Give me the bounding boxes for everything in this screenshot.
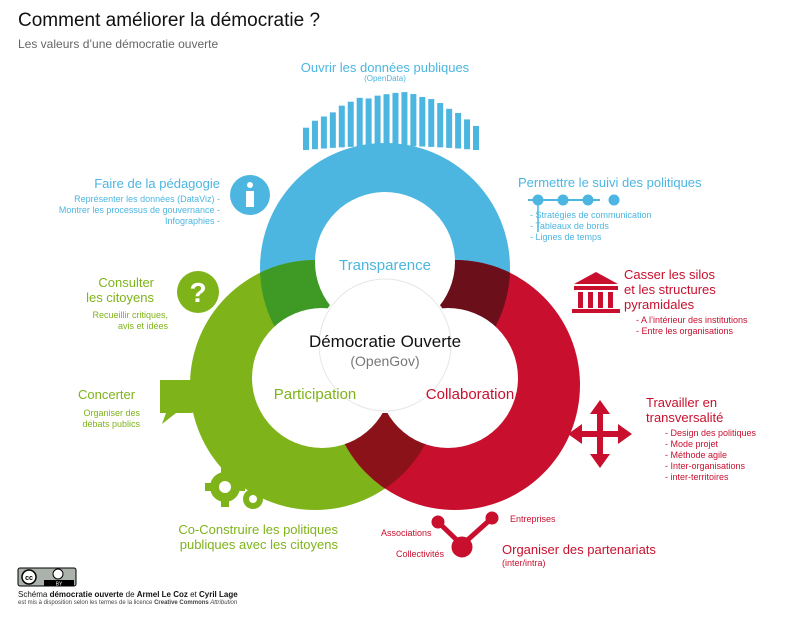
partenariats-title: Organiser des partenariats — [502, 542, 656, 557]
opendata-title: Ouvrir les données publiques — [300, 60, 470, 75]
opendata-bar — [428, 99, 435, 147]
page-title: Comment améliorer la démocratie ? — [18, 10, 321, 31]
timeline-icon — [528, 194, 620, 232]
associations-label: Associations — [381, 528, 432, 538]
question-icon: ? — [177, 271, 219, 313]
opendata-bar — [303, 127, 309, 151]
pedagogie-item: Montrer les processus de gouvernance - — [58, 205, 220, 215]
opendata-bar — [365, 98, 372, 147]
opendata-bar — [437, 103, 444, 148]
pedagogie-title: Faire de la pédagogie — [94, 176, 220, 191]
opendata-bar — [392, 92, 399, 147]
cc-license-icon: cc BY — [17, 567, 77, 588]
transversalite-item: - inter-territoires — [665, 472, 729, 482]
concerter-list: Organiser des débats publics — [40, 408, 140, 430]
center-circle — [318, 278, 452, 412]
credits: Schéma démocratie ouverte de Armel Le Co… — [18, 590, 238, 599]
opendata-bar — [446, 108, 453, 148]
transversalite-item: - Mode projet — [665, 439, 719, 449]
license-text: est mis à disposition selon les termes d… — [18, 600, 238, 606]
concerter-item: Organiser des — [83, 408, 140, 418]
opendata-bar — [464, 119, 471, 150]
page-subtitle: Les valeurs d’une démocratie ouverte — [18, 37, 219, 51]
opendata-bar — [338, 105, 345, 148]
opendata-bar — [320, 116, 327, 149]
transversalite-item: - Inter-organisations — [665, 461, 746, 471]
suivi-title: Permettre le suivi des politiques — [518, 175, 702, 190]
entreprises-label: Entreprises — [510, 514, 556, 524]
suivi-item: - Stratégies de communication — [530, 210, 652, 220]
opendata-bar — [410, 94, 417, 147]
collaboration-label: Collaboration — [425, 386, 515, 403]
pedagogie-item: Infographies - — [164, 216, 220, 226]
suivi-item: - Lignes de temps — [530, 232, 602, 242]
opendata-bar — [455, 112, 462, 149]
silos-title: Casser les silos et les structures pyram… — [624, 267, 716, 312]
cross-arrows-icon — [568, 400, 632, 468]
transparence-label: Transparence — [339, 257, 431, 274]
transversalite-list: - Design des politiques - Mode projet - … — [665, 428, 795, 483]
gears-icon — [205, 467, 263, 509]
suivi-item: - Tableaux de bords — [530, 221, 609, 231]
info-icon — [230, 175, 270, 215]
center-subtitle: (OpenGov) — [350, 353, 420, 369]
opendata-bar — [329, 112, 336, 148]
opendata-bar — [374, 95, 381, 147]
opendata-bar — [401, 92, 408, 147]
opendata-bar — [347, 101, 354, 147]
svg-text:BY: BY — [56, 582, 63, 588]
institution-icon — [572, 272, 620, 313]
silos-item: - A l’intérieur des institutions — [636, 315, 748, 325]
concerter-title: Concerter — [78, 387, 136, 402]
consulter-item: Recueillir critiques, — [92, 310, 168, 320]
consulter-title: Consulter les citoyens — [86, 275, 154, 305]
opendata-bar — [383, 94, 390, 147]
svg-text:cc: cc — [25, 575, 33, 582]
consulter-list: Recueillir critiques, avis et idées — [30, 310, 168, 332]
opendata-subtitle: (OpenData) — [364, 74, 406, 83]
consulter-item: avis et idées — [117, 321, 168, 331]
silos-list: - A l’intérieur des institutions - Entre… — [636, 315, 796, 337]
silos-item: - Entre les organisations — [636, 326, 734, 336]
pedagogie-list: Représenter les données (DataViz) - Mont… — [20, 194, 220, 227]
network-icon — [431, 511, 499, 558]
participation-label: Participation — [273, 386, 357, 403]
opendata-bar — [419, 96, 426, 147]
opendata-bar — [473, 125, 479, 151]
collectivites-label: Collectivités — [396, 549, 445, 559]
transversalite-title: Travailler en transversalité — [646, 395, 724, 425]
svg-text:?: ? — [189, 277, 206, 308]
transversalite-item: - Méthode agile — [665, 450, 728, 460]
transversalite-item: - Design des politiques — [665, 428, 757, 438]
coconstruire-title: Co-Construire les politiques publiques a… — [178, 522, 338, 552]
partenariats-subtitle: (inter/intra) — [502, 558, 546, 568]
opendata-bars-icon — [303, 92, 479, 151]
opendata-bar — [356, 97, 363, 147]
concerter-item: débats publics — [82, 419, 140, 429]
center-title: Démocratie Ouverte — [308, 332, 462, 351]
pedagogie-item: Représenter les données (DataViz) - — [74, 194, 220, 204]
suivi-list: - Stratégies de communication - Tableaux… — [530, 210, 730, 243]
opendata-bar — [311, 120, 318, 150]
speech-bubble-icon — [160, 380, 198, 424]
